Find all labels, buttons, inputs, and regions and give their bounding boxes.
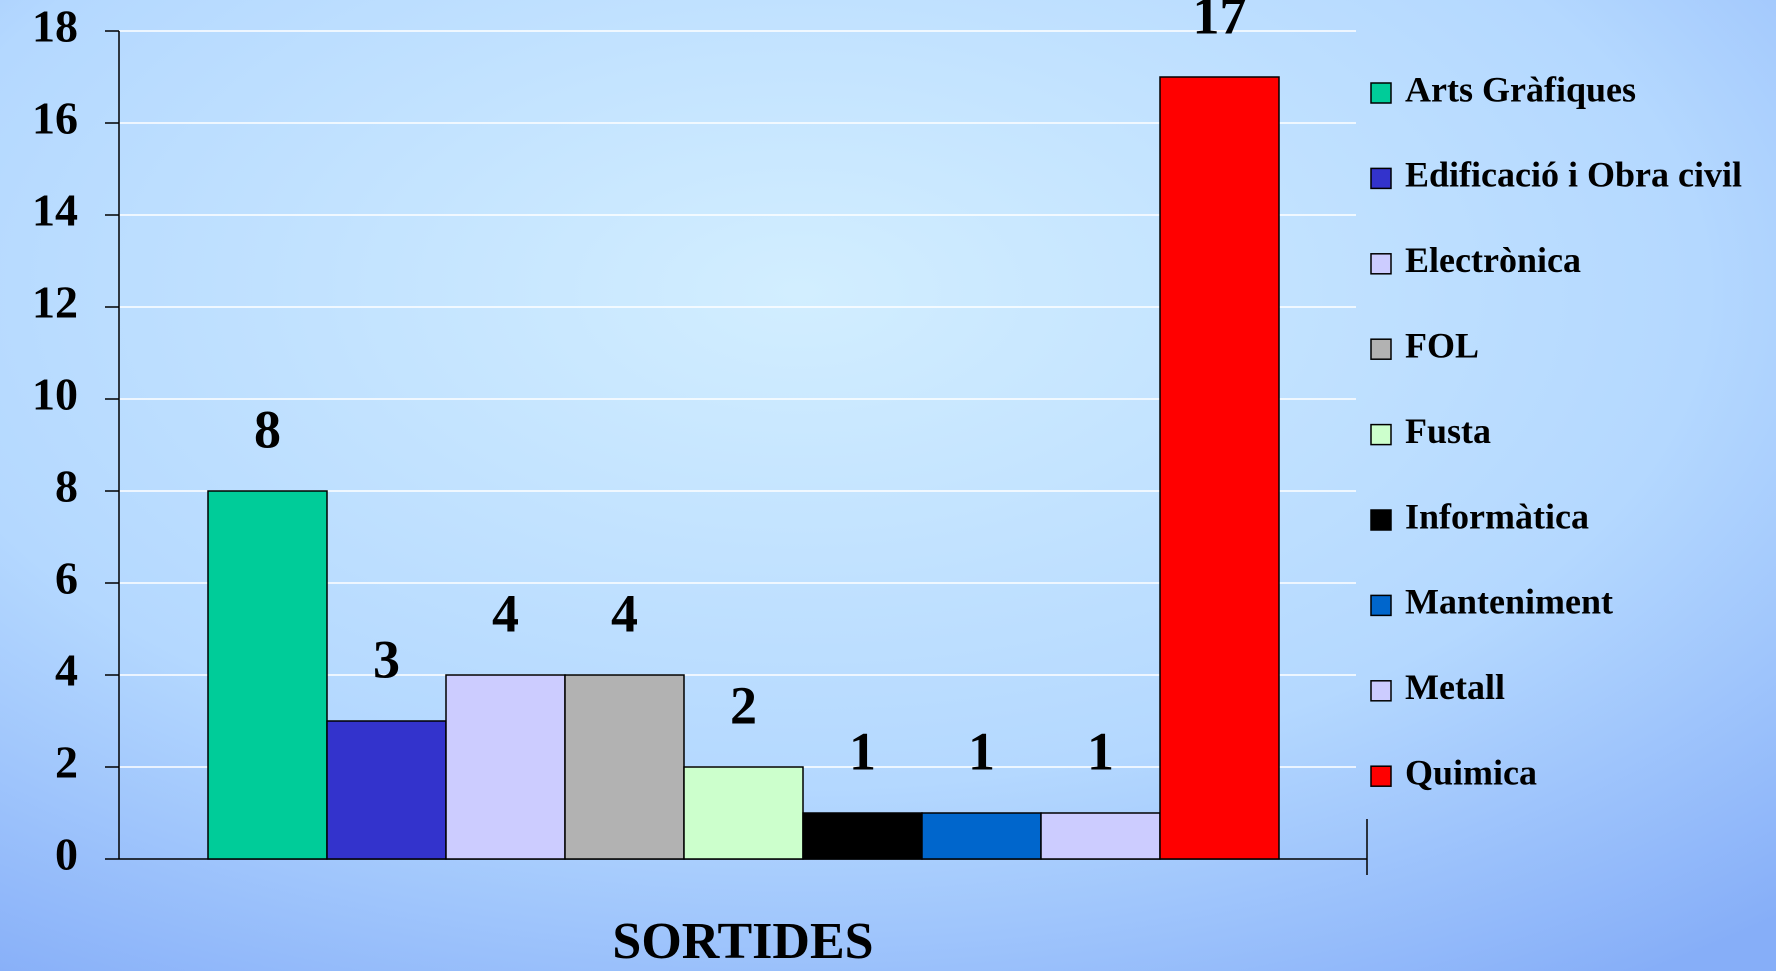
legend-swatch	[1370, 338, 1392, 360]
y-tick-label: 6	[55, 553, 78, 604]
bar	[445, 674, 566, 860]
y-tick-label: 14	[32, 185, 78, 236]
data-label: 1	[849, 721, 876, 781]
bar	[326, 720, 447, 860]
legend-swatch	[1370, 167, 1392, 190]
legend-label: Manteniment	[1405, 582, 1613, 622]
y-tick-label: 10	[32, 369, 78, 420]
legend-label: Arts Gràfiques	[1405, 69, 1636, 109]
y-tick-label: 16	[32, 93, 78, 144]
legend-label: Informàtica	[1405, 496, 1589, 536]
data-label: 4	[611, 583, 638, 643]
y-tick-label: 12	[32, 277, 78, 328]
legend-label: Metall	[1405, 667, 1505, 707]
bar	[683, 766, 804, 860]
data-label: 2	[730, 675, 757, 735]
y-tick-label: 18	[32, 1, 78, 52]
y-tick-label: 2	[55, 737, 78, 788]
legend-label: Edificació i Obra civil	[1405, 155, 1742, 195]
legend-swatch	[1370, 82, 1392, 104]
data-label: 17	[1193, 0, 1247, 45]
bar	[207, 490, 328, 860]
bar	[564, 674, 685, 860]
y-tick-label: 8	[55, 461, 78, 512]
bar	[802, 812, 923, 860]
data-label: 1	[1087, 721, 1114, 781]
legend-label: Quimica	[1405, 752, 1537, 792]
legend-label: Electrònica	[1405, 240, 1581, 280]
data-label: 4	[492, 583, 519, 643]
y-tick-label: 4	[55, 645, 78, 696]
legend-swatch	[1370, 253, 1392, 275]
legend-swatch	[1370, 423, 1392, 446]
y-tick-label: 0	[55, 829, 78, 880]
data-label: 1	[968, 721, 995, 781]
bar	[921, 812, 1042, 860]
data-label: 3	[373, 629, 400, 689]
bar	[1159, 76, 1280, 860]
legend-swatch	[1370, 594, 1392, 617]
legend-swatch	[1370, 509, 1392, 531]
legend-label: FOL	[1405, 325, 1479, 365]
legend-swatch	[1370, 680, 1392, 702]
data-label: 8	[254, 399, 281, 459]
bar	[1040, 812, 1161, 860]
legend-label: Fusta	[1405, 411, 1491, 451]
x-axis-category: SORTIDES	[612, 913, 873, 970]
legend-swatch	[1370, 765, 1392, 787]
